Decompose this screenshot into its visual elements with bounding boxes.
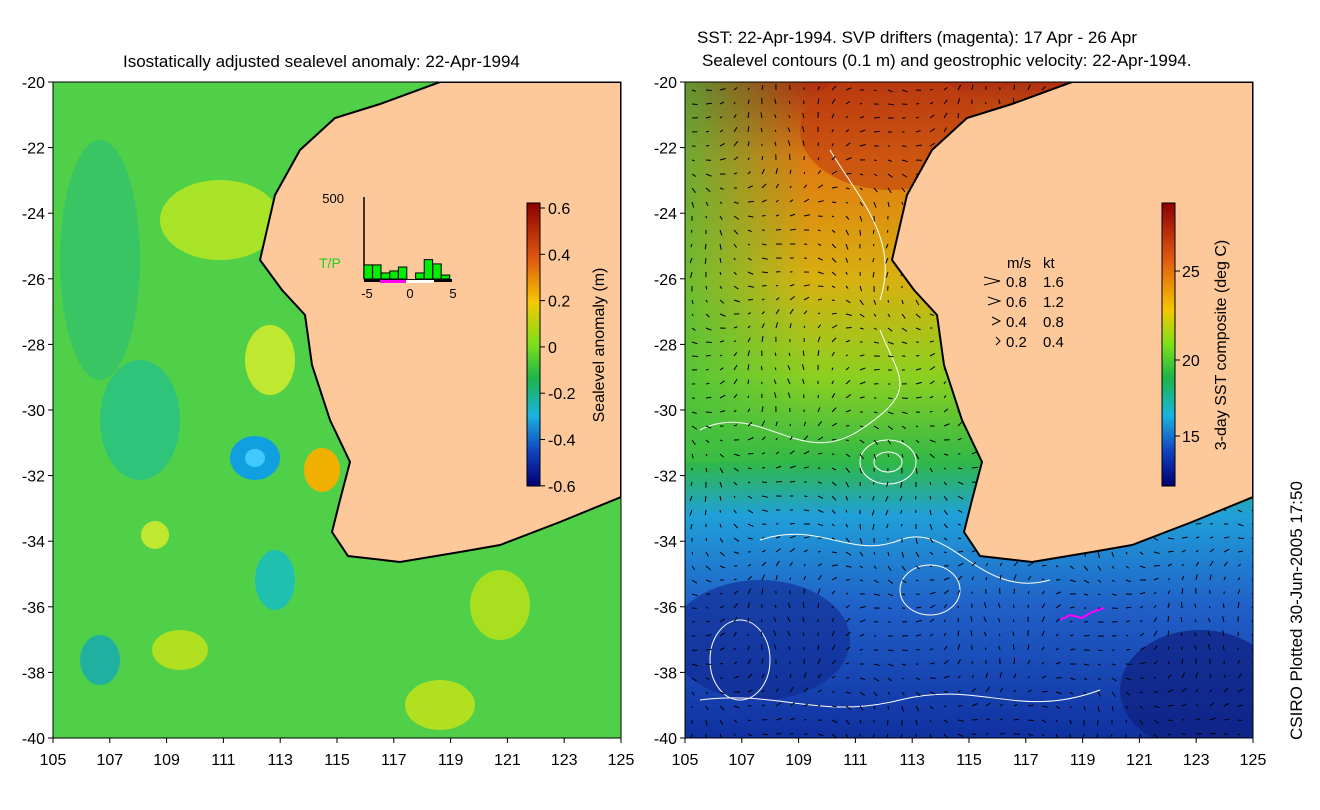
histogram-x-tick: 0 — [406, 286, 413, 301]
lat-tick-label: -30 — [22, 403, 45, 420]
lon-tick-label: 117 — [381, 752, 407, 769]
lon-tick-label: 125 — [608, 752, 635, 769]
sst-colorbar-tick: 25 — [1182, 264, 1200, 281]
sealevel-colorbar-tick: 0.4 — [548, 247, 570, 264]
legend-kt-value: 0.8 — [1043, 314, 1064, 331]
left-map — [53, 82, 621, 738]
lat-tick-label: -24 — [22, 206, 45, 223]
lat-tick-label: -40 — [654, 731, 677, 748]
lon-tick-label: 123 — [551, 752, 578, 769]
lat-tick-label: -36 — [654, 600, 677, 617]
right-map — [685, 82, 1253, 738]
velocity-legend: m/s kt 0.8 1.6 0.6 1.2 0.4 0.8 0.2 0.4 — [983, 255, 1064, 351]
lat-tick-label: -34 — [22, 534, 45, 551]
histogram-bar — [380, 272, 391, 280]
lon-tick-label: 109 — [785, 752, 812, 769]
legend-ms-value: 0.8 — [1006, 274, 1027, 291]
velocity-arrow-icon — [987, 296, 1002, 306]
lat-tick-label: -40 — [22, 731, 45, 748]
lon-tick-label: 105 — [672, 752, 699, 769]
histogram-bar — [389, 270, 399, 280]
legend-ms-value: 0.2 — [1006, 334, 1027, 351]
histogram-bar — [415, 272, 425, 280]
sealevel-contours — [699, 149, 1101, 708]
legend-header-ms: m/s — [1007, 255, 1031, 272]
lon-tick-label: 113 — [267, 752, 293, 769]
lon-tick-label: 107 — [728, 752, 755, 769]
sealevel-colorbar-tick: -0.6 — [548, 479, 576, 496]
lat-tick-label: -24 — [654, 206, 677, 223]
lon-tick-label: 121 — [494, 752, 521, 769]
legend-kt-value: 1.2 — [1043, 294, 1064, 311]
svp-drifter-track — [1059, 607, 1105, 621]
lat-tick-label: -38 — [22, 665, 45, 682]
sst-colorbar-tick: 20 — [1182, 353, 1200, 370]
right-panel-title-line2: Sealevel contours (0.1 m) and geostrophi… — [702, 51, 1192, 70]
histogram-bar — [372, 264, 382, 280]
histogram-bar — [363, 264, 373, 280]
lon-tick-label: 115 — [324, 752, 350, 769]
velocity-arrow-icon — [995, 336, 1001, 346]
histogram-bar — [397, 266, 408, 280]
sealevel-colorbar — [526, 202, 541, 487]
lon-tick-label: 113 — [899, 752, 925, 769]
lon-tick-label: 121 — [1126, 752, 1153, 769]
sealevel-colorbar-tick: -0.2 — [548, 386, 576, 403]
lon-tick-label: 115 — [956, 752, 982, 769]
sst-colorbar-label: 3-day SST composite (deg C) — [1213, 240, 1230, 450]
lon-tick-label: 119 — [1070, 752, 1096, 769]
lon-tick-label: 111 — [843, 752, 867, 769]
histogram-x-tick: 5 — [449, 286, 456, 301]
left-panel-title: Isostatically adjusted sealevel anomaly:… — [123, 52, 520, 71]
lat-tick-label: -32 — [22, 469, 45, 486]
lat-tick-label: -22 — [654, 141, 677, 158]
sst-colorbar — [1161, 202, 1176, 487]
lon-tick-label: 105 — [40, 752, 67, 769]
sealevel-colorbar-label: Sealevel anomaly (m) — [591, 268, 608, 423]
lat-tick-label: -38 — [654, 665, 677, 682]
histogram-x-tick: -5 — [361, 286, 373, 301]
lat-tick-label: -32 — [654, 469, 677, 486]
lat-tick-label: -26 — [654, 272, 677, 289]
legend-kt-value: 0.4 — [1043, 334, 1064, 351]
legend-ms-value: 0.4 — [1006, 314, 1027, 331]
lat-tick-label: -20 — [654, 75, 677, 92]
lat-tick-label: -28 — [22, 337, 45, 354]
lat-tick-label: -20 — [22, 75, 45, 92]
sealevel-colorbar-tick: 0.2 — [548, 294, 570, 311]
lat-tick-label: -28 — [654, 337, 677, 354]
lon-tick-label: 119 — [438, 752, 464, 769]
tp-histogram: 500 T/P -5 0 5 — [319, 191, 457, 301]
lat-tick-label: -26 — [22, 272, 45, 289]
lon-tick-label: 111 — [211, 752, 235, 769]
lon-tick-label: 123 — [1183, 752, 1210, 769]
lat-tick-label: -36 — [22, 600, 45, 617]
velocity-arrow-icon — [983, 276, 1001, 286]
histogram-bar — [423, 259, 434, 280]
legend-ms-value: 0.6 — [1006, 294, 1027, 311]
sealevel-colorbar-tick: 0.6 — [548, 201, 570, 218]
lat-tick-label: -34 — [654, 534, 677, 551]
legend-header-kt: kt — [1043, 255, 1056, 272]
lat-tick-label: -22 — [22, 141, 45, 158]
histogram-bar — [440, 274, 451, 280]
lon-tick-label: 125 — [1240, 752, 1267, 769]
sealevel-colorbar-tick: -0.4 — [548, 433, 576, 450]
velocity-arrow-icon — [991, 316, 1002, 326]
sst-colorbar-tick: 15 — [1182, 429, 1200, 446]
lat-tick-label: -30 — [654, 403, 677, 420]
lon-tick-label: 109 — [153, 752, 180, 769]
histogram-series-label: T/P — [319, 255, 341, 271]
right-panel-title-line1: SST: 22-Apr-1994. SVP drifters (magenta)… — [697, 28, 1138, 47]
legend-kt-value: 1.6 — [1043, 274, 1064, 291]
histogram-ymax-label: 500 — [322, 191, 344, 206]
lon-tick-label: 117 — [1013, 752, 1039, 769]
lon-tick-label: 107 — [96, 752, 123, 769]
histogram-bar — [432, 263, 442, 280]
sealevel-colorbar-tick: 0 — [548, 340, 557, 357]
